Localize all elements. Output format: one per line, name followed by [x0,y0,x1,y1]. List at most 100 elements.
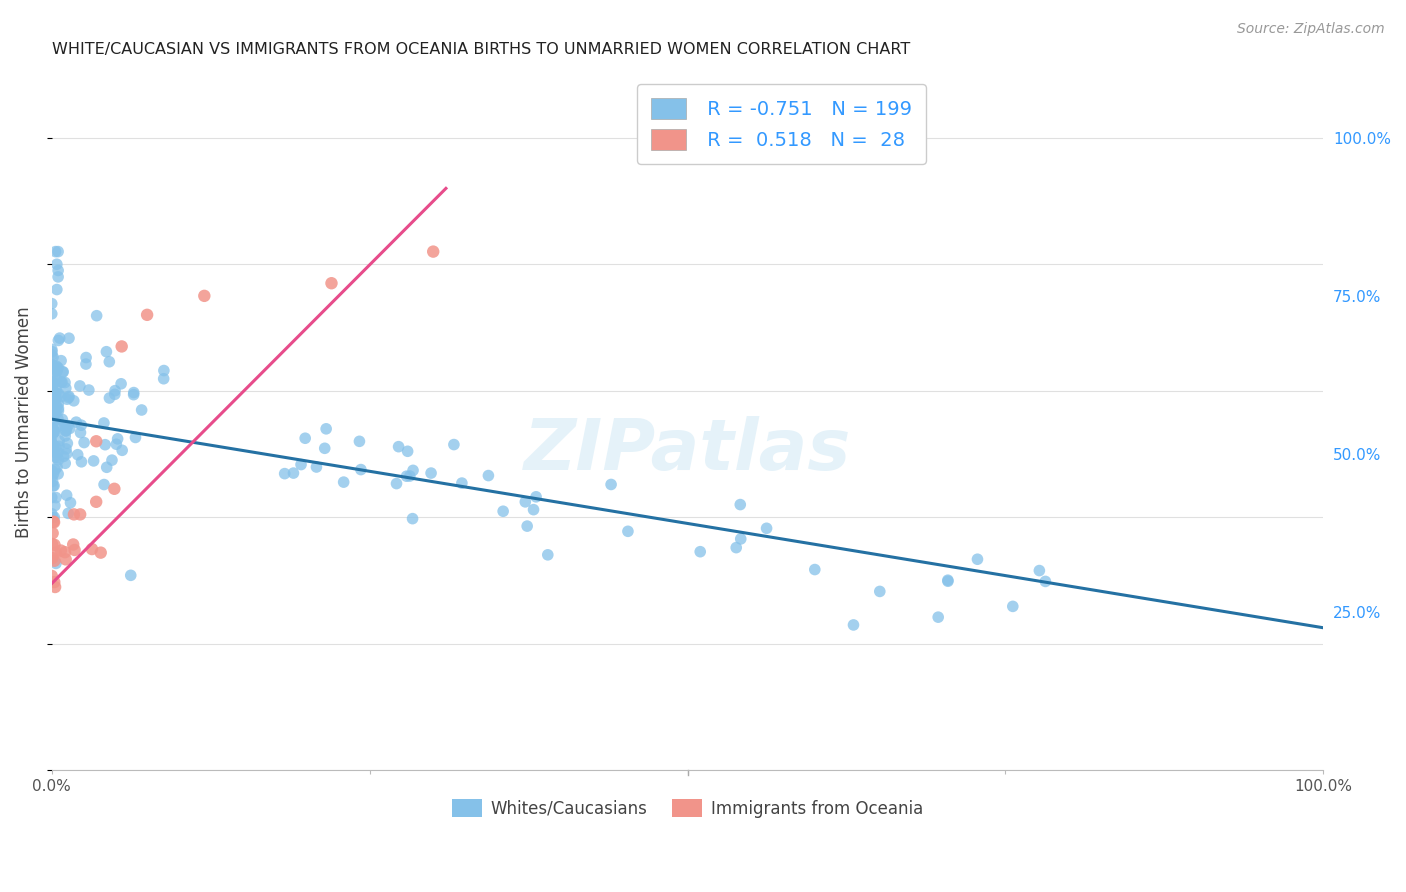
Point [120,568,142,582]
Point [515,495,537,509]
Point [689,544,711,558]
Point [66,448,89,462]
Point [617,524,640,539]
Point [111,339,134,353]
Point [46,360,69,375]
Point [69,508,91,522]
Point [869,584,891,599]
Point [44,510,66,524]
Point [59,496,82,510]
Point [45,403,67,417]
Point [41,423,63,437]
Point [41,439,63,453]
Point [62,393,84,408]
Point [45,364,67,378]
Point [49,390,72,404]
Point [41,429,63,443]
Point [62,537,84,551]
Point [283,466,305,480]
Point [537,548,560,562]
Point [77,383,100,397]
Point [45,392,67,406]
Point [41,421,63,435]
Point [44,445,66,459]
Point [44,554,66,568]
Point [44,450,66,465]
Point [399,469,422,483]
Point [41,375,63,389]
Point [41,401,63,415]
Point [84,434,107,449]
Point [44,538,66,552]
Point [41,537,63,551]
Point [51,412,73,426]
Point [110,376,132,391]
Point [45,372,67,386]
Point [46,411,69,425]
Point [42,479,65,493]
Point [45,283,67,297]
Point [41,569,63,583]
Point [111,443,134,458]
Point [45,359,67,374]
Point [96,344,118,359]
Point [49,353,72,368]
Point [385,476,408,491]
Point [58,389,80,403]
Point [69,425,91,440]
Point [41,475,63,489]
Point [41,405,63,419]
Point [56,418,79,433]
Point [396,444,419,458]
Point [48,439,70,453]
Point [96,460,118,475]
Point [41,379,63,393]
Point [46,269,69,284]
Point [41,358,63,372]
Point [55,442,77,456]
Point [107,432,129,446]
Point [45,382,67,396]
Point [41,507,63,521]
Point [75,351,97,365]
Point [422,244,444,259]
Point [41,343,63,357]
Point [83,454,105,468]
Point [41,469,63,483]
Point [48,452,70,467]
Point [41,358,63,372]
Point [387,440,409,454]
Point [600,477,623,491]
Point [41,438,63,452]
Point [42,467,65,481]
Point [131,403,153,417]
Point [402,463,425,477]
Point [98,355,121,369]
Point [46,467,69,481]
Point [41,344,63,359]
Point [42,422,65,436]
Point [94,438,117,452]
Point [105,437,128,451]
Point [122,387,145,401]
Point [45,557,67,571]
Point [332,475,354,489]
Text: ZIPatlas: ZIPatlas [524,416,851,484]
Point [56,436,79,450]
Point [44,575,66,590]
Point [52,365,75,379]
Point [51,375,73,389]
Point [55,381,77,395]
Point [44,424,66,438]
Point [58,391,80,405]
Point [842,618,865,632]
Point [349,434,371,449]
Point [103,482,125,496]
Point [48,401,70,416]
Point [41,402,63,417]
Point [41,436,63,450]
Point [42,478,65,492]
Point [55,488,77,502]
Point [52,450,75,464]
Point [42,425,65,439]
